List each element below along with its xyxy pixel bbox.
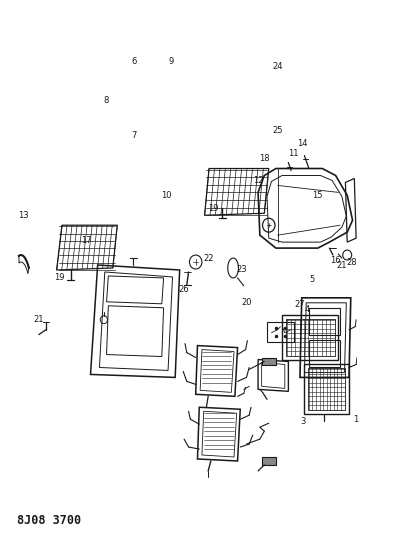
Text: 5: 5 <box>310 276 315 285</box>
Text: 12: 12 <box>253 176 263 185</box>
Text: 18: 18 <box>259 154 270 163</box>
Text: 7: 7 <box>132 131 137 140</box>
Text: 11: 11 <box>288 149 299 158</box>
Text: 24: 24 <box>273 61 283 70</box>
Polygon shape <box>262 358 276 366</box>
Text: 22: 22 <box>203 254 213 263</box>
Text: 1: 1 <box>354 415 359 424</box>
Text: 25: 25 <box>273 126 283 135</box>
Text: 8: 8 <box>103 96 109 106</box>
Text: 17: 17 <box>81 236 91 245</box>
Text: 3: 3 <box>300 417 305 426</box>
Text: 28: 28 <box>346 257 357 266</box>
Text: 26: 26 <box>179 285 190 294</box>
Text: 4: 4 <box>304 305 310 314</box>
Polygon shape <box>262 457 276 465</box>
Text: 21: 21 <box>337 261 347 270</box>
Text: 9: 9 <box>169 56 174 66</box>
Text: 16: 16 <box>330 255 341 264</box>
Text: 19: 19 <box>54 273 65 282</box>
Text: 21: 21 <box>34 315 44 324</box>
Text: 8J08 3700: 8J08 3700 <box>18 514 81 527</box>
Text: 6: 6 <box>132 56 137 66</box>
Text: 2: 2 <box>398 323 399 332</box>
Text: 15: 15 <box>312 191 323 200</box>
Text: 23: 23 <box>237 265 247 274</box>
Text: 14: 14 <box>297 139 308 148</box>
Text: 13: 13 <box>18 211 29 220</box>
Text: 10: 10 <box>161 191 172 200</box>
Text: 27: 27 <box>294 300 305 309</box>
Text: 20: 20 <box>241 298 252 308</box>
Text: 19: 19 <box>208 204 219 213</box>
